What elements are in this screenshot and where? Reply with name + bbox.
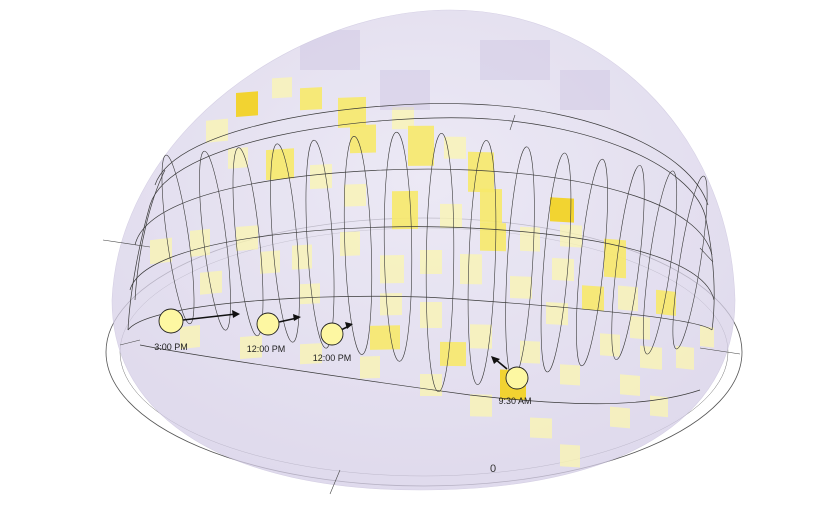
analemma-loop	[672, 175, 708, 350]
heat-patch	[520, 340, 540, 364]
analemma-loop	[199, 150, 231, 331]
analemma-loop	[343, 135, 373, 355]
heat-patch	[546, 302, 568, 326]
heat-patch	[676, 345, 694, 370]
heat-patch	[468, 151, 494, 193]
analemma-loop	[232, 147, 264, 337]
sky-patch	[380, 70, 430, 110]
heat-patch	[236, 225, 258, 252]
heat-patch	[656, 289, 676, 316]
sun-label-noon-a: 12:00 PM	[247, 344, 286, 354]
heat-patch	[300, 283, 320, 305]
analemma-loop	[576, 158, 608, 367]
heat-patch	[520, 226, 540, 252]
heat-patch	[550, 197, 574, 223]
sun-position-3pm: 3:00 PM	[154, 308, 240, 352]
heat-patch	[408, 125, 434, 166]
heat-patch	[370, 325, 400, 350]
ground-ring-label: 0	[490, 463, 496, 475]
heat-patch	[240, 335, 262, 360]
heat-patch	[190, 228, 210, 257]
heat-patch	[480, 222, 506, 252]
heat-patch	[530, 417, 552, 439]
heat-patch	[560, 224, 582, 248]
heat-patch	[510, 276, 532, 299]
sun-label-noon-b: 12:00 PM	[313, 353, 352, 363]
sun-path-band	[127, 103, 715, 405]
heat-patch	[272, 77, 292, 99]
heat-patch	[300, 87, 322, 111]
compass-lines	[102, 114, 741, 495]
sky-patch	[300, 30, 360, 70]
heat-patch	[150, 237, 172, 265]
heat-patch	[420, 250, 442, 274]
heat-patch	[310, 164, 332, 190]
heat-patch	[266, 148, 294, 181]
analemma-loop	[540, 152, 572, 373]
heat-patch	[444, 136, 466, 159]
analemma-loop	[383, 131, 413, 362]
heat-patch	[338, 96, 366, 128]
heat-patch	[300, 343, 322, 365]
sun-position-930am: 9:30 AM	[491, 356, 532, 406]
heat-patch	[340, 231, 360, 257]
heat-patch	[460, 254, 482, 285]
heat-patch	[292, 244, 312, 270]
heat-patch	[440, 341, 466, 367]
sky-patch	[560, 70, 610, 110]
analemma-loops	[161, 131, 708, 392]
heat-patch	[470, 394, 492, 417]
heat-patch	[640, 345, 662, 370]
radiation-heatmap	[150, 30, 714, 468]
heat-patch	[700, 325, 714, 348]
heat-patch	[360, 356, 380, 379]
heat-patch	[380, 292, 402, 316]
analemma-loop	[270, 143, 300, 343]
heat-patch	[200, 270, 222, 295]
heat-patch	[420, 302, 442, 328]
heat-patch	[206, 118, 228, 143]
heat-patch	[618, 285, 638, 312]
heat-patch	[620, 374, 640, 396]
analemma-loop	[425, 133, 455, 392]
heat-patch	[380, 254, 404, 284]
heat-patch	[600, 333, 620, 357]
heat-patch	[630, 315, 650, 340]
heat-patch	[440, 203, 462, 229]
analemma-loop	[161, 154, 195, 325]
analemma-loop	[642, 170, 678, 355]
heat-patch	[260, 250, 280, 274]
heat-patch	[650, 395, 668, 418]
heat-patch	[344, 183, 366, 207]
heat-patch	[560, 444, 580, 468]
analemma-loop	[467, 140, 497, 385]
heat-patch	[610, 406, 630, 429]
sun-label-930am: 9:30 AM	[498, 396, 531, 406]
heat-patch	[604, 238, 626, 279]
sky-patch	[480, 40, 550, 80]
heat-patch	[236, 91, 258, 118]
analemma-loop	[611, 165, 645, 360]
heat-patch	[392, 190, 418, 230]
heat-patch	[552, 257, 574, 282]
analemma-loop	[305, 139, 335, 349]
heat-patch	[180, 324, 200, 350]
sun-position-noon-a: 12:00 PM	[247, 312, 301, 354]
heat-patch	[560, 364, 580, 386]
heat-patch	[392, 106, 414, 130]
heat-patch	[420, 374, 442, 396]
sun-position-noon-b: 12:00 PM	[313, 322, 353, 363]
heat-patch	[350, 124, 376, 154]
heat-patch	[470, 324, 492, 349]
sun-label-3pm: 3:00 PM	[154, 342, 188, 352]
heat-patch	[480, 188, 502, 224]
